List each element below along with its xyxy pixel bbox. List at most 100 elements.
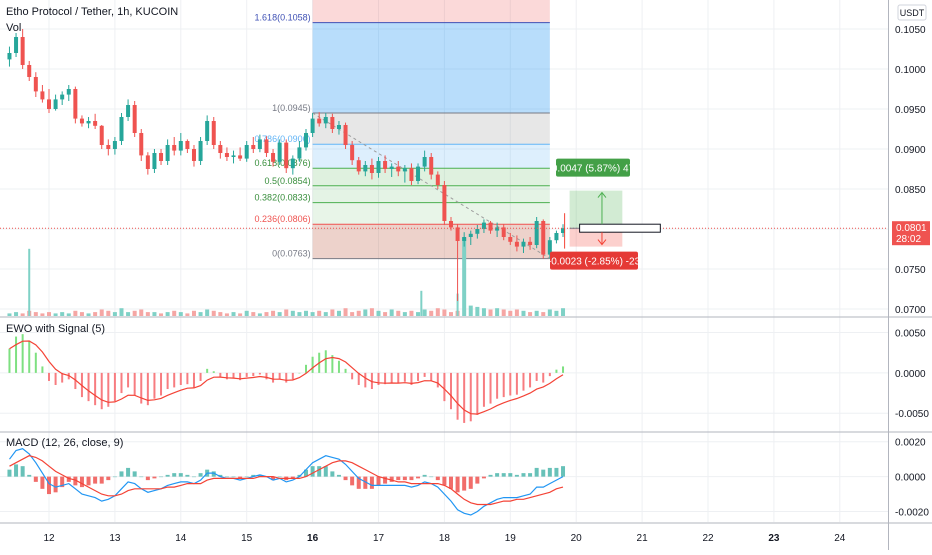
macd-histogram-bar: [47, 476, 51, 495]
ewo-bar: [456, 372, 459, 420]
ewo-bar: [384, 372, 387, 385]
currency-badge-box: [897, 4, 927, 21]
date-tick-label: 23: [768, 533, 780, 544]
macd-histogram-bar: [416, 476, 421, 479]
ewo-bar: [179, 372, 182, 385]
ewo-bar: [54, 372, 57, 385]
ewo-bar: [417, 372, 420, 381]
volume-bar: [119, 308, 124, 316]
candle-body: [534, 221, 539, 245]
volume-bar: [389, 309, 394, 316]
macd-histogram-bar: [271, 476, 276, 481]
date-tick-label: 16: [307, 533, 319, 544]
macd-histogram-bar: [218, 474, 223, 477]
candle-body: [528, 241, 533, 245]
candle-body: [356, 160, 361, 172]
volume-bar: [79, 312, 84, 316]
ewo-bar: [469, 372, 472, 422]
macd-histogram-bar: [501, 473, 506, 477]
fib-zone: [312, 22, 550, 114]
candle-body: [47, 99, 51, 109]
date-tick-label: 12: [43, 533, 55, 544]
currency-badge: USDT: [900, 8, 925, 18]
candle-body: [488, 222, 493, 231]
volume-bar: [159, 313, 164, 316]
volume-bar: [363, 309, 368, 316]
macd-histogram-bar: [442, 476, 447, 486]
candle-body: [495, 227, 500, 231]
candle-body: [172, 145, 177, 151]
candle-body: [369, 165, 374, 173]
candle-body: [310, 118, 315, 133]
volume-bar: [66, 313, 71, 316]
ewo-bar: [311, 356, 314, 373]
volume-bar: [456, 293, 459, 316]
ewo-bar: [377, 372, 380, 385]
volume-bar: [198, 312, 203, 316]
macd-histogram-bar: [554, 467, 559, 477]
candle-body: [27, 65, 32, 77]
volume-bar: [185, 313, 190, 316]
candle-body: [126, 105, 131, 117]
macd-histogram-bar: [73, 476, 78, 486]
ewo-bar: [225, 372, 228, 380]
volume-bar: [323, 312, 328, 316]
ewo-bar: [390, 372, 393, 383]
date-tick-label: 14: [175, 533, 187, 544]
macd-tick-label: 0.0020: [895, 438, 926, 449]
short-stop-zone: [569, 228, 623, 247]
volume-bar: [541, 312, 546, 316]
price-tick-label: 0.0700: [895, 305, 926, 316]
volume-bar: [501, 309, 506, 316]
target-arrow-head: [597, 191, 607, 198]
macd-histogram-bar: [7, 469, 12, 477]
ewo-bar: [278, 372, 281, 380]
candle-body: [112, 141, 117, 149]
last-price-value: 0.0801: [896, 223, 927, 234]
ewo-tick-label: -0.0050: [895, 409, 929, 420]
ewo-bar: [41, 366, 44, 373]
ewo-bar: [206, 368, 209, 373]
volume-bar: [481, 308, 486, 316]
candle-body: [468, 233, 473, 237]
ewo-bar: [192, 372, 195, 388]
volume-bar: [290, 310, 295, 316]
candle-body: [159, 153, 164, 161]
macd-histogram-bar: [310, 466, 315, 477]
macd-histogram-bar: [521, 473, 526, 477]
volume-bar: [93, 312, 98, 316]
candle-body: [448, 221, 453, 228]
candle-body: [481, 222, 486, 229]
candle-body: [376, 161, 381, 173]
volume-bar: [429, 310, 434, 316]
macd-tick-label: 0.0000: [895, 473, 926, 484]
macd-signal-line: [9, 455, 564, 506]
ewo-bar: [397, 372, 400, 384]
volume-bar: [416, 312, 421, 316]
macd-histogram-bar: [343, 476, 348, 481]
volume-bar: [145, 312, 150, 316]
ewo-bar: [443, 372, 446, 402]
position-tools[interactable]: 0.0047 (5.87%) 47 -0.0023 (-2.85%) -23: [548, 158, 661, 270]
ewo-bar: [212, 371, 215, 373]
date-tick-label: 13: [109, 533, 121, 544]
candle-body: [304, 133, 309, 148]
macd-histogram-bar: [159, 476, 164, 478]
volume-bar: [343, 308, 348, 316]
volume-bar: [297, 312, 302, 316]
volume-bar: [514, 309, 519, 316]
candle-body: [508, 237, 513, 242]
volume-bar: [40, 313, 45, 316]
macd-histogram-bar: [165, 474, 170, 477]
volume-bar: [60, 312, 65, 316]
volume-bar: [350, 312, 355, 316]
ewo-bar: [291, 372, 294, 380]
volume-bar: [152, 312, 157, 316]
ewo-indicator: [8, 334, 565, 423]
fibonacci-retracement[interactable]: 1.618(0.1058) 1(0.0945) 0.786(0.0906) 0.618…: [255, 0, 551, 260]
candle-body: [323, 117, 328, 124]
volume-bar: [508, 310, 513, 316]
macd-histogram-bar: [106, 476, 111, 481]
